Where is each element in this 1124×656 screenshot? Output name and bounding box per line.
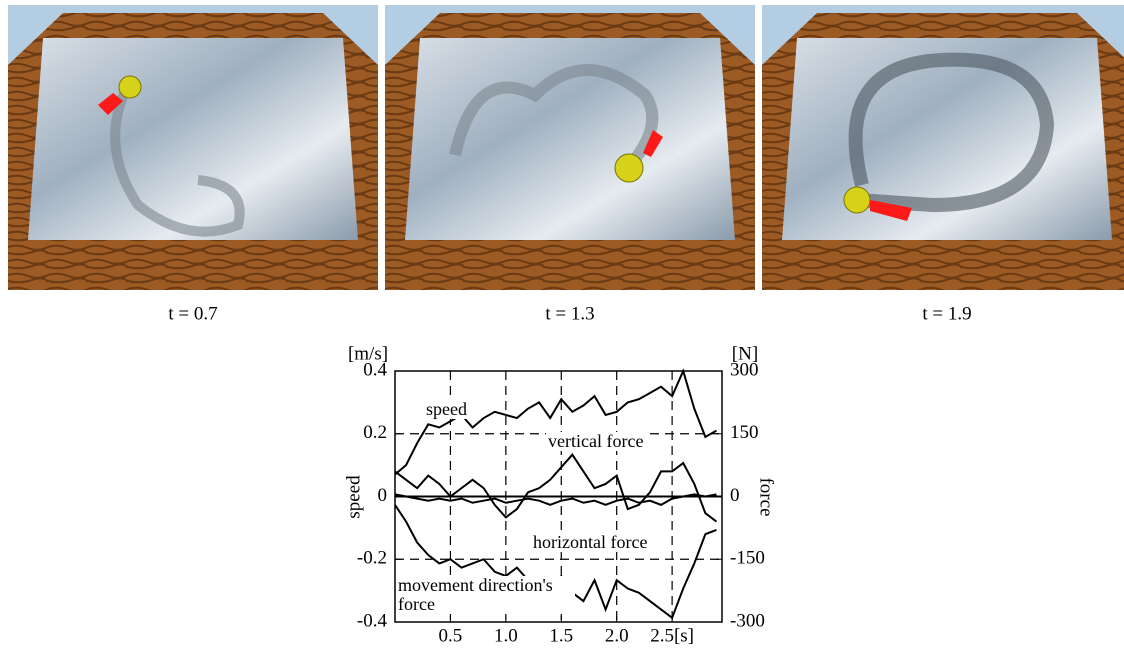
y2-tick-label: 150: [730, 422, 759, 443]
x-tick-label: 1.5: [549, 625, 573, 646]
x-tick-label: 2.5[s]: [650, 625, 694, 646]
caption: t = 1.3: [545, 303, 594, 324]
annotation: vertical force: [546, 432, 645, 451]
series-line: [395, 455, 716, 522]
x-tick-label: 1.0: [494, 625, 518, 646]
y-tick-label: -0.2: [357, 548, 387, 569]
panel: [762, 5, 1124, 290]
panel: [385, 5, 755, 290]
series-line: [395, 371, 716, 475]
annotation: movement direction's force: [396, 576, 575, 614]
y2-axis-title: force: [756, 477, 777, 516]
annotation: speed: [424, 400, 469, 419]
y-axis-title: speed: [343, 475, 364, 519]
y2-tick-label: 0: [730, 485, 740, 506]
page: t = 0.7 t = 1.3 t = 1.9 [m/s] [N] speed …: [0, 0, 1124, 651]
x-tick-label: 0.5: [439, 625, 463, 646]
y2-tick-label: -150: [730, 548, 765, 569]
y-tick-label: 0.4: [363, 359, 387, 380]
caption: t = 0.7: [168, 303, 217, 324]
y2-tick-label: -300: [730, 610, 765, 631]
figure: t = 0.7 t = 1.3 t = 1.9 [m/s] [N] speed …: [0, 0, 1124, 651]
x-tick-label: 2.0: [605, 625, 629, 646]
caption: t = 1.9: [922, 303, 971, 324]
y-tick-label: -0.4: [357, 610, 388, 631]
annotation: horizontal force: [531, 533, 649, 552]
panel: [8, 5, 378, 290]
y-tick-label: 0: [378, 485, 388, 506]
y2-tick-label: 300: [730, 359, 759, 380]
y-tick-label: 0.2: [363, 422, 387, 443]
